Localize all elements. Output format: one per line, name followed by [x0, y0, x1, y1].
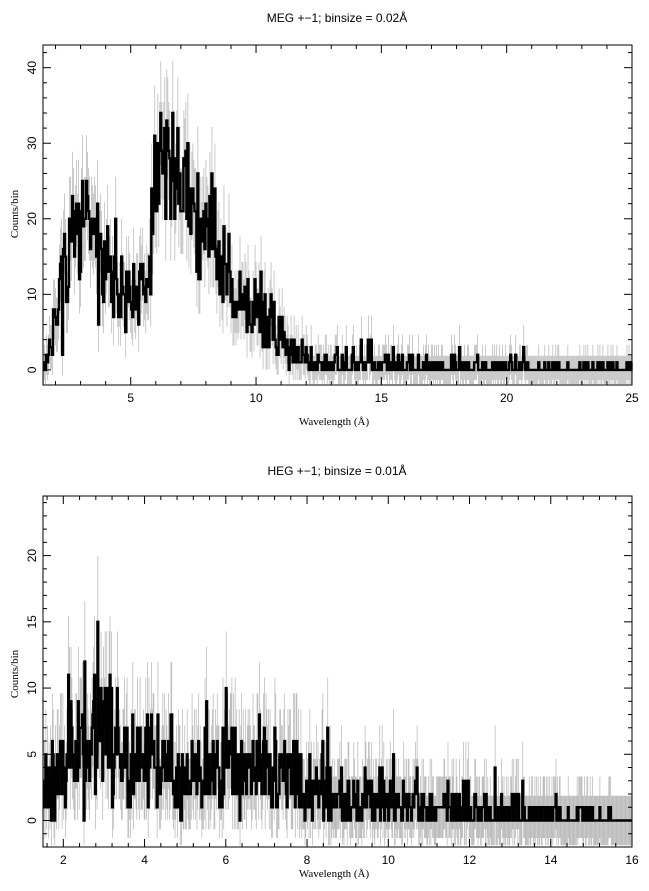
heg-x-tick-label: 16 [625, 853, 639, 867]
meg-x-tick-label: 15 [375, 391, 389, 405]
heg-counts-histogram [43, 620, 632, 822]
heg-y-tick-label: 5 [25, 751, 39, 758]
heg-y-tick-label: 20 [25, 549, 39, 563]
meg-chart-title: MEG +−1; binsize = 0.02Å [267, 10, 407, 25]
heg-x-tick-label: 12 [463, 853, 477, 867]
heg-panel: HEG +−1; binsize = 0.01Å Wavelength (Å) … [9, 463, 639, 880]
heg-y-tick-label: 15 [25, 615, 39, 629]
meg-x-tick-label: 20 [500, 391, 514, 405]
heg-x-tick-label: 10 [382, 853, 396, 867]
meg-x-axis-label: Wavelength (Å) [299, 416, 370, 428]
meg-y-tick-label: 0 [25, 366, 39, 373]
meg-y-tick-label: 10 [25, 287, 39, 301]
meg-error-bars [43, 60, 633, 384]
heg-chart-title: HEG +−1; binsize = 0.01Å [267, 463, 406, 478]
meg-plot-frame [42, 44, 633, 386]
meg-x-tick-label: 25 [625, 391, 639, 405]
meg-y-axis-label: Counts/bin [9, 189, 21, 238]
heg-y-tick-label: 0 [25, 817, 39, 824]
meg-y-tick-label: 20 [25, 212, 39, 226]
meg-x-tick-label: 5 [127, 391, 134, 405]
heg-plot-frame [42, 495, 633, 848]
heg-y-tick-label: 10 [25, 681, 39, 695]
heg-x-tick-label: 6 [222, 853, 229, 867]
meg-y-tick-label: 30 [25, 136, 39, 150]
meg-x-tick-label: 10 [249, 391, 263, 405]
meg-counts-histogram [42, 111, 633, 372]
heg-y-axis-label: Counts/bin [9, 649, 21, 698]
heg-x-axis-label: Wavelength (Å) [299, 868, 370, 880]
meg-panel: MEG +−1; binsize = 0.02Å Wavelength (Å) … [9, 10, 639, 428]
heg-x-tick-label: 8 [304, 853, 311, 867]
heg-x-tick-label: 2 [60, 853, 67, 867]
heg-x-tick-label: 4 [141, 853, 148, 867]
heg-x-tick-label: 14 [544, 853, 558, 867]
meg-y-tick-label: 40 [25, 61, 39, 75]
